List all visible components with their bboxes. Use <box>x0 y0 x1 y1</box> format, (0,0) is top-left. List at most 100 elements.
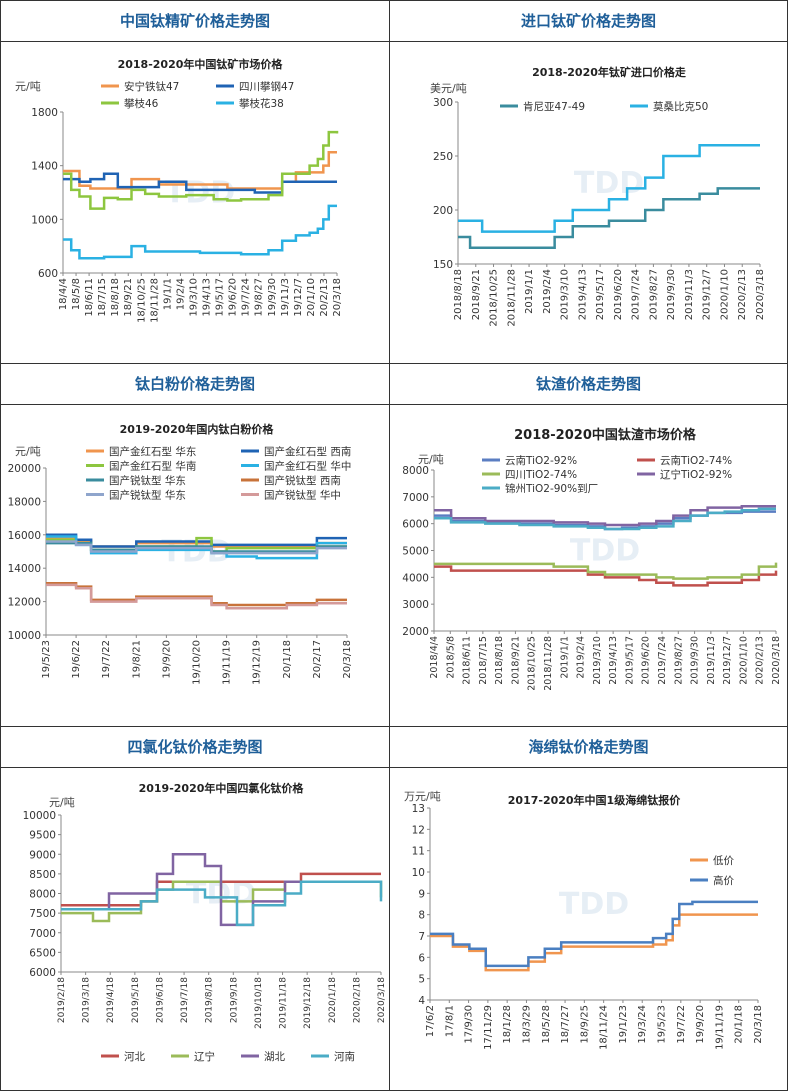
y-tick-label: 9 <box>418 888 425 900</box>
y-tick-label: 14000 <box>8 563 41 575</box>
y-tick-label: 6000 <box>29 967 56 979</box>
x-tick-label: 2019/8/27 <box>648 269 659 320</box>
x-tick-label: 19/8/21 <box>131 640 142 679</box>
panel-heading: 进口钛矿价格走势图 <box>390 1 787 42</box>
chart-tio2: 2019-2020年国内钛白粉价格元/吨TDD10000120001400016… <box>8 422 353 685</box>
panel-heading: 钛白粉价格走势图 <box>1 364 389 405</box>
x-tick-label: 19/11/19 <box>714 1005 725 1050</box>
x-tick-label: 2018/9/21 <box>471 269 482 320</box>
x-tick-label: 2019/8/27 <box>673 636 684 685</box>
y-tick-label: 8 <box>418 910 425 922</box>
legend-label: 国产锐钛型 西南 <box>264 474 341 487</box>
y-tick-label: 5000 <box>402 546 429 558</box>
legend-label: 国产金红石型 西南 <box>264 445 351 458</box>
x-tick-label: 2018/10/25 <box>489 269 500 327</box>
y-tick-label: 200 <box>433 205 453 217</box>
x-tick-label: 19/1/23 <box>618 1005 629 1044</box>
y-tick-label: 10 <box>412 867 425 879</box>
x-tick-label: 2019/12/18 <box>303 977 313 1029</box>
x-tick-label: 2019/12/7 <box>722 636 733 685</box>
y-tick-label: 6000 <box>402 519 429 531</box>
x-tick-label: 19/11/3 <box>280 278 291 317</box>
chart-ti-concentrate: 2018-2020年中国钛矿市场价格元/吨TDD6001000140018001… <box>15 57 343 323</box>
x-tick-label: 2019/3/10 <box>560 269 571 320</box>
x-tick-label: 19/1/1 <box>162 278 173 310</box>
x-tick-label: 2019/4/13 <box>608 636 619 685</box>
x-tick-label: 18/11/24 <box>599 1005 610 1050</box>
y-tick-label: 13 <box>412 803 425 815</box>
panel-ti-slag: 钛渣价格走势图 2018-2020中国钛渣市场价格 元/吨 TDD 2000 3000 4… <box>389 363 788 727</box>
panel-heading: 中国钛精矿价格走势图 <box>1 1 389 42</box>
x-tick-label: 2018/6/11 <box>462 636 473 685</box>
y-tick-label: 150 <box>433 259 453 271</box>
legend-label: 河南 <box>334 1050 355 1063</box>
y-axis-label: 元/吨 <box>418 453 444 466</box>
y-tick-label: 6 <box>418 952 425 964</box>
x-tick-label: 2019/12/7 <box>702 269 713 320</box>
watermark: TDD <box>574 166 644 201</box>
x-tick-label: 2020/3/18 <box>771 636 782 685</box>
watermark: TDD <box>559 887 629 922</box>
series-line <box>458 143 760 233</box>
legend-label: 低价 <box>713 854 734 867</box>
legend-label: 辽宁 <box>194 1050 215 1063</box>
x-tick-label: 20/2/13 <box>319 278 330 317</box>
x-tick-label: 2019/8/18 <box>205 977 215 1023</box>
x-tick-label: 19/10/20 <box>192 640 203 685</box>
y-tick-label: 10000 <box>23 810 56 822</box>
legend-label: 河北 <box>124 1051 145 1063</box>
x-tick-label: 18/10/25 <box>136 278 147 323</box>
x-tick-label: 2020/2/13 <box>737 269 748 320</box>
panel-heading: 海绵钛价格走势图 <box>390 727 787 768</box>
y-tick-label: 5 <box>418 974 425 986</box>
x-tick-label: 2018/8/18 <box>453 269 464 320</box>
y-tick-label: 600 <box>38 268 58 280</box>
x-tick-label: 2020/3/18 <box>755 269 766 320</box>
y-tick-label: 7500 <box>29 908 56 920</box>
x-tick-label: 2019/5/17 <box>624 636 635 685</box>
x-tick-label: 18/7/27 <box>560 1005 571 1044</box>
y-tick-label: 6500 <box>29 947 56 959</box>
panel-imported-ore: 进口钛矿价格走势图 2018-2020年钛矿进口价格走 美元/吨 TDD 150 200… <box>389 0 788 364</box>
x-tick-label: 20/2/17 <box>312 640 323 679</box>
x-tick-label: 2019/2/4 <box>542 269 553 314</box>
chart-title: 2018-2020年钛矿进口价格走 <box>532 65 686 79</box>
y-axis-label: 元/吨 <box>49 796 75 809</box>
legend-label: 攀枝花38 <box>239 97 284 110</box>
x-tick-label: 20/3/18 <box>342 640 353 679</box>
chart-title: 2017-2020年中国1级海绵钛报价 <box>508 793 681 807</box>
chart-sponge-ti: 2017-2020年中国1级海绵钛报价 万元/吨 TDD 4 5 6 7 8 9 10 11 12 13… <box>404 790 764 1050</box>
x-tick-label: 18/3/29 <box>521 1005 532 1044</box>
y-tick-label: 1000 <box>31 214 58 226</box>
x-tick-label: 2019/6/20 <box>641 636 652 685</box>
x-tick-label: 18/8/18 <box>110 278 121 317</box>
x-tick-label: 17/8/1 <box>444 1005 455 1037</box>
panel-tio2: 钛白粉价格走势图 2019-2020年国内钛白粉价格 元/吨 TDD 10000 120… <box>0 363 390 727</box>
legend-label: 云南TiO2-74% <box>660 454 732 467</box>
y-tick-label: 300 <box>433 97 453 109</box>
x-tick-label: 2019/11/3 <box>706 636 717 685</box>
x-tick-label: 19/3/24 <box>637 1005 648 1044</box>
watermark: TDD <box>570 534 640 569</box>
legend-label: 攀枝46 <box>124 97 159 110</box>
legend-label: 锦州TiO2-90%到厂 <box>505 482 598 495</box>
y-tick-label: 10000 <box>8 630 41 642</box>
y-tick-label: 1400 <box>31 161 58 173</box>
legend-label: 国产金红石型 华南 <box>109 460 196 473</box>
series-line <box>434 507 776 531</box>
y-tick-label: 11 <box>412 846 425 858</box>
y-tick-label: 9500 <box>29 830 56 842</box>
series-line <box>46 540 347 555</box>
x-tick-label: 19/7/24 <box>241 278 252 317</box>
legend-label: 莫桑比克50 <box>653 100 708 113</box>
x-tick-label: 2018/7/15 <box>478 636 489 685</box>
y-tick-label: 7000 <box>29 928 56 940</box>
series-line <box>434 562 778 580</box>
panel-heading: 四氯化钛价格走势图 <box>1 727 389 768</box>
x-tick-label: 2019/2/4 <box>576 636 587 679</box>
legend-label: 安宁铁钛47 <box>124 80 179 93</box>
series-line <box>63 151 337 190</box>
x-tick-label: 2019/7/24 <box>657 636 668 685</box>
